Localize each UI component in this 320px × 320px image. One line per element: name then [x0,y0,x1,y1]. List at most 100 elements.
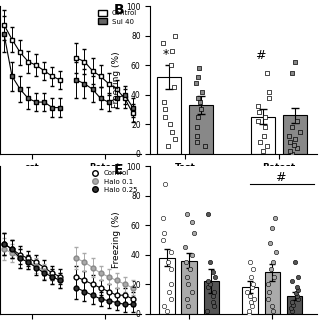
Point [189,252,195,257]
Point [161,41,166,46]
Point [290,70,295,75]
Bar [252,117,275,154]
Point [211,293,216,299]
Point [196,66,202,71]
Point [172,136,178,141]
Point [185,296,190,301]
Point [204,308,210,313]
Bar [287,296,302,314]
Point [189,289,195,294]
Point [185,282,190,287]
Legend: Control, Halo 0.1, Halo 0.25: Control, Halo 0.1, Halo 0.25 [93,170,137,193]
Point [162,304,167,309]
Point [255,119,260,124]
Point [163,181,168,187]
Point [165,260,171,265]
Point [187,267,192,272]
Point [167,289,172,294]
Bar [159,258,175,314]
Point [165,308,170,313]
Bar [157,77,181,154]
Point [294,119,300,124]
Point [208,282,213,287]
Point [196,114,201,119]
Text: B: B [114,4,124,18]
Point [290,302,295,307]
Text: #: # [276,171,286,184]
Point [262,114,267,119]
Point [197,100,202,105]
Point [191,230,196,235]
Point [168,267,173,272]
Point [202,144,207,149]
Point [296,296,301,301]
Point [196,95,201,100]
Point [250,267,255,272]
Point [212,304,217,309]
Point [210,270,215,275]
Point [266,296,271,301]
Point [183,260,188,265]
Point [184,211,189,216]
Point [172,33,178,38]
Point [297,129,302,134]
Point [295,145,300,150]
Point [295,287,300,292]
Point [289,299,294,304]
Point [194,80,199,85]
Y-axis label: Freezing (%): Freezing (%) [112,212,121,268]
Point [170,129,175,134]
Point [292,260,298,265]
Point [189,220,194,225]
Point [270,260,275,265]
Point [266,289,271,294]
Point [211,289,216,294]
Point [272,215,277,220]
Point [196,75,201,80]
Point [257,110,262,115]
Point [250,304,255,309]
Point [205,279,211,284]
Point [257,139,262,144]
Point [267,89,272,94]
Point [244,289,249,294]
Point [195,139,200,144]
Point [274,249,279,254]
Point [205,284,210,290]
Point [295,284,300,290]
Point [250,282,255,287]
Bar [243,287,258,314]
Point [261,133,266,139]
Point [268,267,273,272]
Point [264,144,269,149]
Point [169,48,174,53]
Point [212,274,217,279]
Point [246,311,251,316]
Point [194,124,199,130]
Point [161,237,166,243]
Point [288,305,293,310]
Point [292,136,297,141]
Point [161,100,166,105]
Bar [189,105,212,154]
Bar [283,115,307,154]
Point [171,85,176,90]
Text: *: * [163,48,169,61]
Point [183,245,188,250]
Point [168,249,173,254]
Point [265,70,270,75]
Point [168,282,173,287]
Point [162,107,167,112]
Point [162,230,167,235]
Text: E: E [114,164,123,178]
Point [246,308,251,313]
Point [248,274,253,279]
Point [251,296,256,301]
Point [207,260,212,265]
Point [269,304,274,309]
Point [290,151,295,156]
Point [262,124,267,130]
Point [185,274,190,279]
Point [165,144,170,149]
Point [268,240,273,245]
